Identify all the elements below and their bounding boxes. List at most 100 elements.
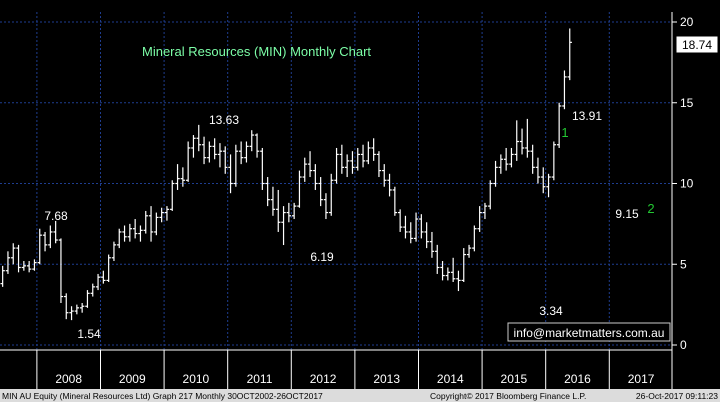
ohlc-bar xyxy=(535,157,541,184)
ohlc-bar xyxy=(493,160,498,187)
ohlc-bar xyxy=(249,130,254,152)
ohlc-bar xyxy=(106,254,111,283)
last-price-tag: 18.74 xyxy=(675,35,719,54)
y-tick-label: 0 xyxy=(680,338,687,352)
last-price-label: 18.74 xyxy=(682,38,712,52)
ohlc-bar xyxy=(21,261,27,271)
ohlc-bar xyxy=(32,259,37,271)
ohlc-bar xyxy=(382,164,387,187)
ohlc-bar xyxy=(238,141,244,165)
x-tick-label: 2015 xyxy=(501,372,528,386)
ohlc-bar xyxy=(525,118,530,158)
footer-bar xyxy=(0,389,720,402)
ohlc-bar xyxy=(175,164,180,190)
ohlc-bar xyxy=(435,244,440,274)
chart-title: Mineral Resources (MIN) Monthly Chart xyxy=(142,44,371,59)
ohlc-bar xyxy=(450,257,456,283)
ohlc-bar xyxy=(185,141,191,182)
x-tick-label: 2017 xyxy=(628,372,655,386)
ohlc-bar xyxy=(127,223,133,242)
ohlc-bar xyxy=(488,180,493,210)
x-tick-label: 2016 xyxy=(564,372,591,386)
ohlc-bar xyxy=(413,212,419,242)
x-tick-label: 2009 xyxy=(119,372,146,386)
ohlc-bar xyxy=(519,128,525,155)
ohlc-bar xyxy=(16,244,21,273)
ohlc-bar xyxy=(329,173,334,216)
footer-copyright: Copyright© 2017 Bloomberg Finance L.P. xyxy=(430,391,586,401)
x-tick-label: 2013 xyxy=(373,372,400,386)
ohlc-bars xyxy=(0,28,572,321)
ohlc-bar xyxy=(276,189,281,232)
ohlc-bar xyxy=(95,273,101,291)
contact-link[interactable]: info@marketmatters.com.au xyxy=(514,326,665,340)
x-tick-label: 2014 xyxy=(437,372,464,386)
ohlc-bar xyxy=(207,141,212,163)
ohlc-bar xyxy=(5,251,11,274)
ohlc-bar xyxy=(466,244,472,258)
ohlc-bar xyxy=(302,157,307,182)
wave-label: 1 xyxy=(561,125,568,140)
ohlc-bar xyxy=(419,214,424,239)
x-tick-label: 2010 xyxy=(183,372,210,386)
y-tick-label: 5 xyxy=(680,257,687,271)
ohlc-bar xyxy=(307,151,313,178)
ohlc-bar xyxy=(58,238,64,304)
ohlc-bar xyxy=(408,222,413,244)
x-tick-label: 2011 xyxy=(247,372,273,386)
ohlc-bar xyxy=(530,144,535,174)
ohlc-bar xyxy=(509,147,514,168)
ohlc-bar xyxy=(291,202,297,220)
y-axis: 0 5 10 15 20 xyxy=(671,12,694,352)
ohlc-bar xyxy=(138,225,143,242)
ohlc-bar xyxy=(191,135,196,158)
ohlc-bar xyxy=(339,144,345,174)
wave-label: 2 xyxy=(647,201,654,216)
ohlc-bar xyxy=(26,261,32,273)
ohlc-bar xyxy=(355,147,360,171)
ohlc-bar xyxy=(148,206,154,242)
y-tick-label: 20 xyxy=(680,15,694,29)
footer-timestamp: 26-Oct-2017 09:11:23 xyxy=(636,391,718,401)
wave-labels: 12 xyxy=(561,125,654,216)
ohlc-bar xyxy=(212,138,217,160)
ohlc-bar xyxy=(201,136,207,165)
ohlc-bar xyxy=(196,124,201,152)
ohlc-bar xyxy=(233,144,239,187)
ohlc-bar xyxy=(48,225,53,249)
annotation-label: 3.34 xyxy=(539,304,563,318)
annotation-label: 6.19 xyxy=(310,250,334,264)
annotation-label: 1.54 xyxy=(77,327,101,341)
ohlc-bar xyxy=(53,220,58,244)
ohlc-bar xyxy=(514,120,519,161)
ohlc-bar xyxy=(503,147,509,171)
ohlc-bar xyxy=(482,202,488,220)
annotation-label: 7.68 xyxy=(44,209,68,223)
ohlc-bar xyxy=(297,170,302,208)
ohlc-bar xyxy=(254,133,260,158)
y-tick-label: 10 xyxy=(680,177,694,191)
ohlc-bar xyxy=(366,141,371,165)
ohlc-bar xyxy=(111,241,117,262)
ohlc-bar xyxy=(180,167,186,187)
ohlc-bar xyxy=(424,222,429,249)
ohlc-bar xyxy=(461,248,466,283)
ohlc-bar xyxy=(37,228,42,265)
ohlc-bar xyxy=(101,270,106,284)
ohlc-bar xyxy=(85,290,90,308)
ohlc-bar xyxy=(350,151,355,174)
ohlc-bar xyxy=(74,304,80,315)
contact-box-frame xyxy=(507,322,671,342)
ohlc-bar xyxy=(360,144,366,168)
grid-lines xyxy=(0,12,672,350)
x-tick-label: 2008 xyxy=(55,372,82,386)
y-tick-label: 15 xyxy=(680,96,694,110)
ohlc-bar xyxy=(79,303,85,313)
ohlc-bar xyxy=(477,206,482,232)
ohlc-bar xyxy=(159,207,164,223)
ohlc-bar xyxy=(546,173,551,198)
ohlc-bar xyxy=(117,228,122,249)
ohlc-bar xyxy=(132,219,138,239)
